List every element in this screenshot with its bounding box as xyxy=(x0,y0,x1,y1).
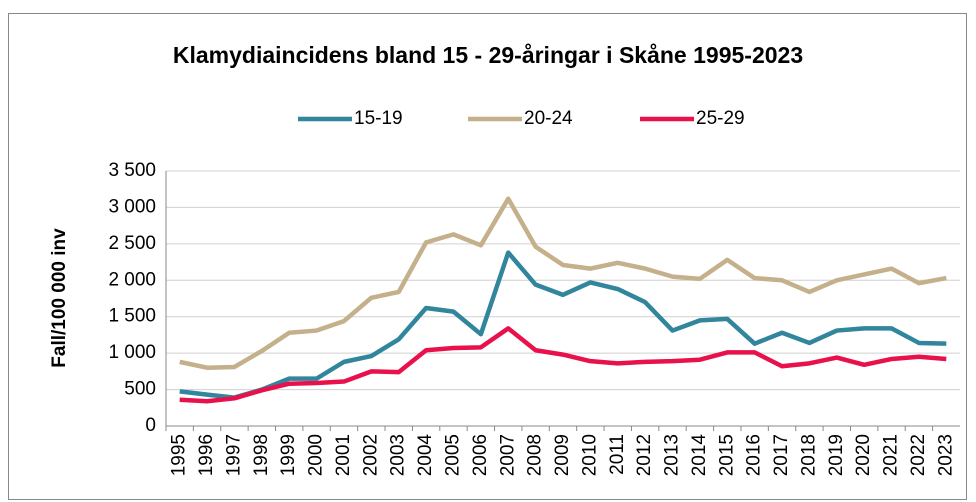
y-tick-label: 3 000 xyxy=(108,196,156,217)
x-tick-label: 2009 xyxy=(552,434,573,476)
x-tick-label: 2004 xyxy=(415,434,436,477)
x-tick-label: 2010 xyxy=(579,434,600,476)
x-tick-label: 2006 xyxy=(470,434,491,476)
x-tick-label: 1996 xyxy=(196,434,217,476)
chart-border xyxy=(8,13,967,500)
x-tick-label: 2018 xyxy=(798,434,819,476)
x-tick-label: 2014 xyxy=(689,434,710,477)
x-tick-label: 2000 xyxy=(306,434,327,476)
line-series xyxy=(179,326,947,404)
x-tick-label: 2015 xyxy=(716,434,737,476)
x-tick-label: 2020 xyxy=(853,434,874,476)
x-tick-label: 2023 xyxy=(935,434,956,476)
x-tick-label: 2021 xyxy=(881,434,902,476)
y-tick-label: 2 500 xyxy=(108,233,156,254)
line-series xyxy=(179,250,947,400)
x-tick-label: 1995 xyxy=(169,434,190,476)
x-tick-label: 2007 xyxy=(497,434,518,476)
x-tick-label: 1998 xyxy=(251,434,272,476)
x-tick-label: 2017 xyxy=(771,434,792,476)
y-tick-label: 1 500 xyxy=(108,306,156,327)
x-tick-label: 2005 xyxy=(442,434,463,476)
line-series xyxy=(179,196,947,370)
x-tick-label: 2011 xyxy=(607,434,628,475)
legend-label: 25-29 xyxy=(696,108,745,129)
x-tick-label: 2019 xyxy=(826,434,847,476)
y-tick-label: 2 000 xyxy=(108,269,156,290)
y-tick-label: 1 000 xyxy=(108,342,156,363)
x-tick-label: 2016 xyxy=(744,434,765,476)
legend-label: 15-19 xyxy=(354,108,403,129)
x-tick-label: 1997 xyxy=(223,434,244,476)
y-tick-label: 0 xyxy=(145,415,156,436)
y-tick-label: 500 xyxy=(124,379,156,400)
x-tick-label: 1999 xyxy=(278,434,299,476)
x-tick-label: 2012 xyxy=(634,434,655,476)
x-tick-label: 2003 xyxy=(388,434,409,476)
x-tick-label: 2002 xyxy=(360,434,381,476)
y-axis-label: Fall/100 000 inv xyxy=(49,228,70,368)
legend-label: 20-24 xyxy=(524,108,573,129)
x-tick-label: 2022 xyxy=(908,434,929,476)
x-tick-label: 2013 xyxy=(662,434,683,476)
x-tick-label: 2008 xyxy=(525,434,546,476)
chart-title: Klamydiaincidens bland 15 - 29-åringar i… xyxy=(173,42,803,68)
y-tick-label: 3 500 xyxy=(108,160,156,181)
x-tick-label: 2001 xyxy=(333,434,354,476)
